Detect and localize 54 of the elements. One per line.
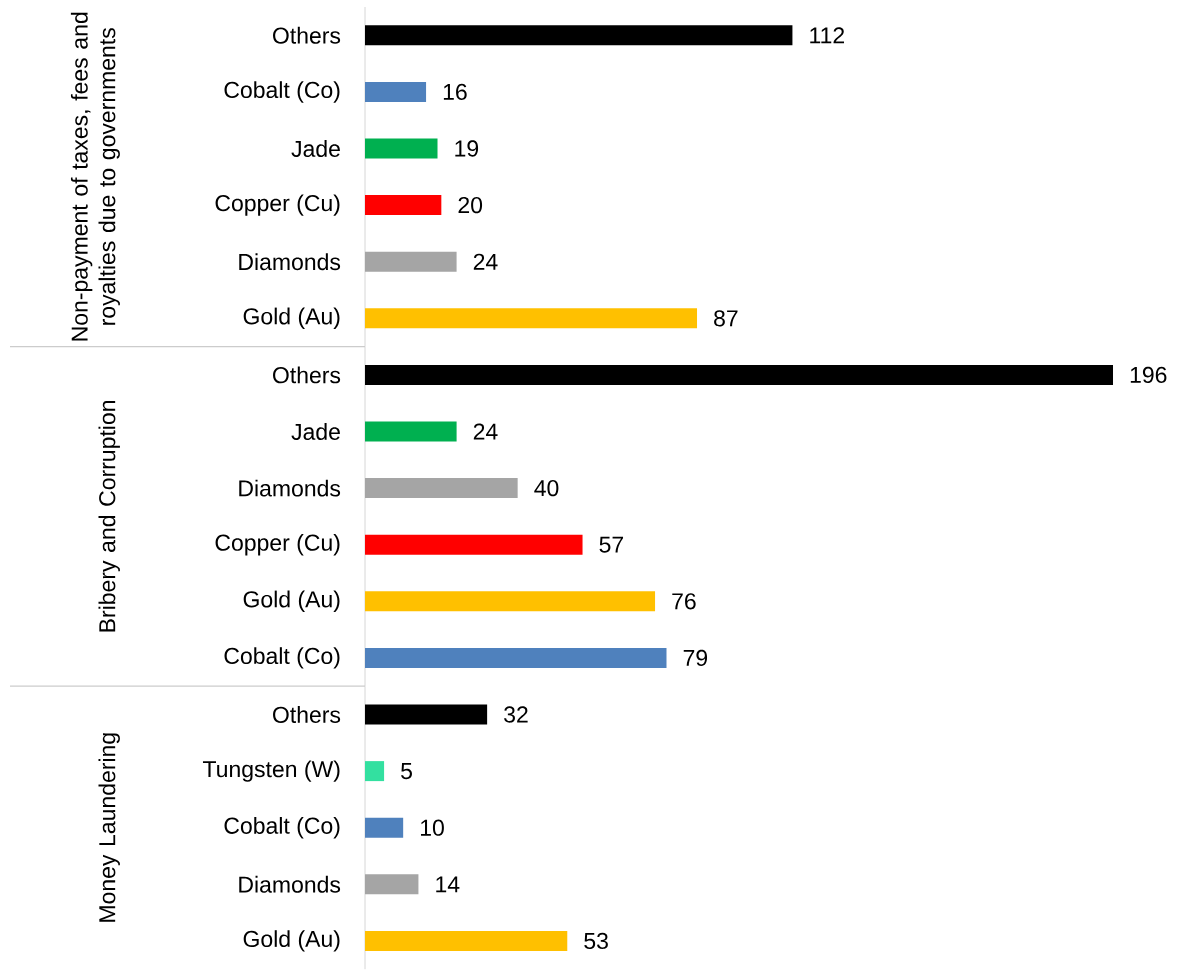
data-label: 5 bbox=[401, 763, 412, 780]
bar bbox=[365, 364, 1114, 385]
data-label: 112 bbox=[810, 27, 845, 44]
data-label: 20 bbox=[458, 196, 483, 214]
bar bbox=[365, 704, 488, 725]
bar bbox=[365, 251, 457, 272]
y-tick-label: Others bbox=[273, 26, 341, 44]
data-label: 14 bbox=[436, 876, 460, 893]
y-tick-label: Others bbox=[273, 706, 341, 723]
bar bbox=[365, 534, 583, 555]
data-label: 16 bbox=[443, 83, 467, 101]
data-label: 10 bbox=[420, 819, 444, 836]
y-tick-label: Others bbox=[273, 366, 341, 384]
bar bbox=[365, 817, 404, 838]
y-tick-label: Jade bbox=[291, 140, 340, 157]
bar bbox=[365, 478, 518, 499]
bar bbox=[365, 421, 457, 442]
bar bbox=[365, 874, 419, 895]
y-tick-label: Tungsten (W) bbox=[202, 760, 340, 782]
y-tick-label: Gold (Au) bbox=[243, 930, 340, 952]
y-tick-label: Gold (Au) bbox=[243, 307, 340, 330]
bar bbox=[365, 647, 667, 668]
y-tick-label: Gold (Au) bbox=[243, 590, 340, 613]
data-label: 24 bbox=[473, 253, 498, 270]
bar bbox=[365, 138, 438, 159]
y-tick-label: Cobalt (Co) bbox=[224, 647, 340, 669]
data-label: 76 bbox=[672, 593, 696, 610]
y-tick-label: Copper (Cu) bbox=[215, 194, 340, 216]
data-label: 24 bbox=[473, 423, 498, 440]
y-tick-label: Cobalt (Co) bbox=[224, 81, 340, 103]
data-label: 79 bbox=[683, 649, 708, 667]
y-tick-label: Copper (Cu) bbox=[215, 534, 340, 556]
bar bbox=[365, 761, 385, 782]
data-label: 53 bbox=[584, 932, 608, 950]
bar bbox=[365, 195, 442, 216]
data-label: 57 bbox=[599, 536, 624, 553]
bar bbox=[365, 81, 427, 102]
data-label: 32 bbox=[504, 706, 528, 723]
data-label: 19 bbox=[455, 140, 479, 157]
y-tick-label: Jade bbox=[291, 423, 340, 440]
data-label: 196 bbox=[1130, 366, 1167, 384]
y-axis-title: Money Laundering bbox=[98, 733, 120, 922]
bar bbox=[365, 591, 656, 612]
data-label: 40 bbox=[534, 479, 559, 497]
bar bbox=[365, 308, 698, 329]
y-tick-label: Diamonds bbox=[239, 479, 341, 497]
y-tick-label: Cobalt (Co) bbox=[224, 817, 340, 839]
bar bbox=[365, 25, 793, 46]
data-label: 87 bbox=[714, 310, 738, 327]
y-axis-title: Bribery and Corruption bbox=[98, 400, 120, 632]
y-axis-title: Non-payment of taxes, fees and royalties due to governments bbox=[70, 12, 120, 341]
y-tick-label: Diamonds bbox=[239, 253, 341, 271]
bar bbox=[365, 930, 568, 951]
y-tick-label: Diamonds bbox=[239, 875, 341, 893]
